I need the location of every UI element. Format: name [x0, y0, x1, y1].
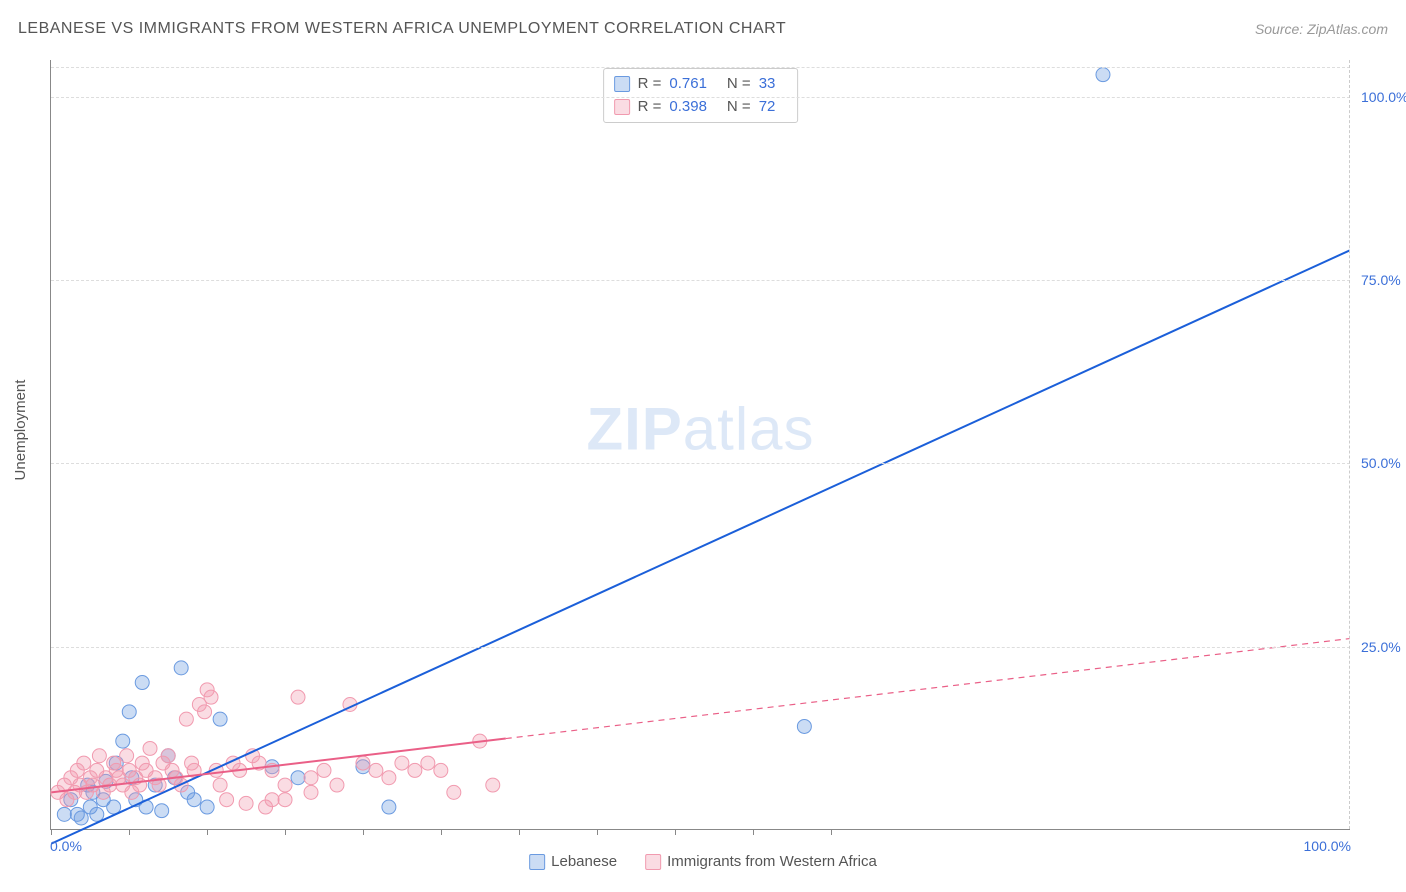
- legend-swatch: [614, 99, 630, 115]
- legend-label: Immigrants from Western Africa: [667, 853, 877, 870]
- trend-line-dashed: [506, 639, 1350, 739]
- scatter-point: [155, 804, 169, 818]
- scatter-point: [213, 712, 227, 726]
- scatter-point: [122, 705, 136, 719]
- scatter-point: [239, 796, 253, 810]
- n-label: N =: [727, 96, 751, 119]
- legend-swatch: [645, 854, 661, 870]
- gridline: [51, 463, 1350, 464]
- scatter-point: [369, 763, 383, 777]
- y-tick-label: 25.0%: [1361, 639, 1401, 655]
- scatter-point: [198, 705, 212, 719]
- correlation-legend: R = 0.761 N = 33 R = 0.398 N = 72: [603, 68, 799, 123]
- legend-item: Lebanese: [529, 853, 617, 870]
- x-tick: [207, 829, 208, 835]
- scatter-point: [213, 778, 227, 792]
- x-tick: [597, 829, 598, 835]
- scatter-point: [265, 793, 279, 807]
- y-tick-label: 75.0%: [1361, 272, 1401, 288]
- r-label: R =: [638, 96, 662, 119]
- y-axis-label: Unemployment: [12, 380, 29, 481]
- scatter-point: [434, 763, 448, 777]
- scatter-point: [408, 763, 422, 777]
- y-tick-label: 100.0%: [1361, 89, 1406, 105]
- n-value: 72: [759, 96, 776, 119]
- scatter-point: [330, 778, 344, 792]
- scatter-point: [133, 778, 147, 792]
- scatter-point: [486, 778, 500, 792]
- scatter-point: [291, 690, 305, 704]
- scatter-point: [304, 771, 318, 785]
- scatter-point: [304, 785, 318, 799]
- scatter-point: [291, 771, 305, 785]
- n-value: 33: [759, 73, 776, 96]
- series-legend: Lebanese Immigrants from Western Africa: [529, 853, 877, 870]
- scatter-point: [57, 807, 71, 821]
- trend-line: [51, 250, 1349, 843]
- legend-swatch: [614, 76, 630, 92]
- x-axis-max-label: 100.0%: [1304, 838, 1351, 854]
- r-value: 0.398: [669, 96, 707, 119]
- scatter-point: [797, 719, 811, 733]
- scatter-point: [278, 793, 292, 807]
- legend-swatch: [529, 854, 545, 870]
- scatter-point: [174, 661, 188, 675]
- x-tick: [519, 829, 520, 835]
- x-tick: [51, 829, 52, 835]
- legend-row: R = 0.398 N = 72: [614, 96, 788, 119]
- scatter-point: [120, 749, 134, 763]
- scatter-point: [204, 690, 218, 704]
- n-label: N =: [727, 73, 751, 96]
- chart-title: LEBANESE VS IMMIGRANTS FROM WESTERN AFRI…: [18, 20, 786, 38]
- gridline: [51, 647, 1350, 648]
- scatter-point: [382, 800, 396, 814]
- scatter-point: [161, 749, 175, 763]
- scatter-point: [356, 756, 370, 770]
- scatter-point: [90, 807, 104, 821]
- r-label: R =: [638, 73, 662, 96]
- legend-label: Lebanese: [551, 853, 617, 870]
- x-tick: [363, 829, 364, 835]
- scatter-point: [200, 800, 214, 814]
- gridline: [51, 67, 1350, 68]
- scatter-point: [143, 741, 157, 755]
- source-attribution: Source: ZipAtlas.com: [1255, 21, 1388, 37]
- x-tick: [831, 829, 832, 835]
- y-tick-label: 50.0%: [1361, 455, 1401, 471]
- scatter-point: [382, 771, 396, 785]
- x-tick: [285, 829, 286, 835]
- legend-row: R = 0.761 N = 33: [614, 73, 788, 96]
- scatter-point: [1096, 68, 1110, 82]
- r-value: 0.761: [669, 73, 707, 96]
- scatter-point: [447, 785, 461, 799]
- scatter-point: [317, 763, 331, 777]
- x-axis-min-label: 0.0%: [50, 838, 82, 854]
- x-tick: [441, 829, 442, 835]
- scatter-point: [421, 756, 435, 770]
- scatter-point: [179, 712, 193, 726]
- scatter-point: [220, 793, 234, 807]
- scatter-point: [92, 749, 106, 763]
- scatter-point: [116, 734, 130, 748]
- scatter-point: [135, 676, 149, 690]
- x-tick: [753, 829, 754, 835]
- gridline: [51, 97, 1350, 98]
- scatter-point: [395, 756, 409, 770]
- plot-svg: [51, 60, 1350, 829]
- scatter-point: [77, 756, 91, 770]
- scatter-point: [278, 778, 292, 792]
- legend-item: Immigrants from Western Africa: [645, 853, 877, 870]
- scatter-point: [187, 793, 201, 807]
- scatter-plot: ZIPatlas R =0.761N =33R =0.398N =72 25.0…: [50, 60, 1350, 830]
- gridline: [51, 280, 1350, 281]
- x-tick: [129, 829, 130, 835]
- x-tick: [675, 829, 676, 835]
